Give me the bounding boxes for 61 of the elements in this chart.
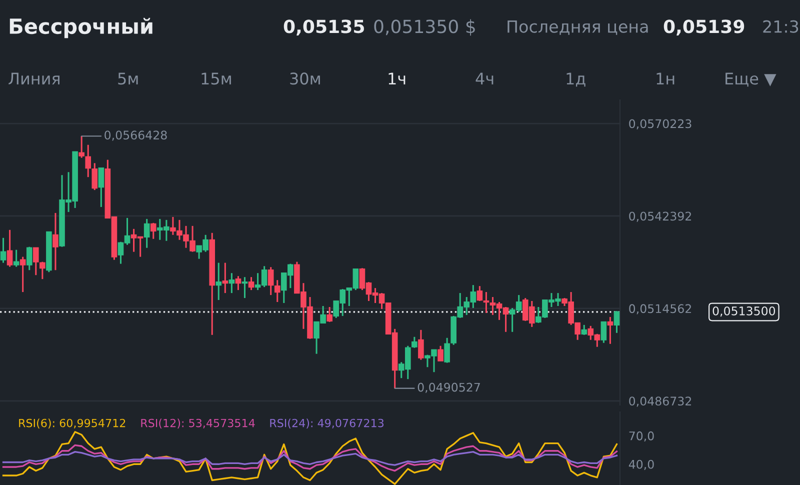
ref-line-label: 0,0513500 xyxy=(712,306,776,317)
candlestick xyxy=(92,162,98,191)
candlestick xyxy=(607,316,614,345)
text: 1ч xyxy=(388,72,406,84)
candlestick xyxy=(13,249,20,268)
candlestick xyxy=(326,306,332,323)
candlestick xyxy=(6,229,13,268)
candlestick xyxy=(614,310,620,334)
y-tick-label: 70,0 xyxy=(629,431,654,442)
annotation: 0,0490527 xyxy=(418,382,480,393)
text: 15м xyxy=(202,72,231,85)
candlestick xyxy=(412,336,418,349)
candlestick xyxy=(144,218,150,249)
candlestick xyxy=(26,246,32,271)
text: 1д xyxy=(566,72,586,87)
candlestick xyxy=(600,321,607,344)
candlestick xyxy=(52,212,58,271)
y-tick-label: 40,0 xyxy=(628,460,654,470)
text: 30м xyxy=(290,72,320,85)
candlestick xyxy=(483,291,490,314)
candlestick xyxy=(85,144,92,178)
text: 5м xyxy=(118,72,138,85)
line-series xyxy=(2,444,618,472)
line-series xyxy=(2,450,618,466)
chart-title: Бессрочный xyxy=(10,18,152,38)
candlestick xyxy=(235,275,242,291)
candlestick xyxy=(248,276,254,291)
candlestick xyxy=(438,345,444,362)
text: Последняя цена xyxy=(508,20,648,35)
text: 0,05139 xyxy=(664,20,744,36)
candlestick xyxy=(0,237,6,264)
text: Еще ▼ xyxy=(726,72,776,87)
y-tick-label: 0,0486732 xyxy=(629,396,691,407)
candlestick xyxy=(20,256,26,293)
candlestick xyxy=(216,262,222,301)
candlestick xyxy=(242,276,248,299)
candlestick xyxy=(150,222,156,240)
candlestick xyxy=(228,272,235,294)
y-tick-label: 0,0570223 xyxy=(629,119,692,130)
text: 0,051350 $ xyxy=(374,19,475,36)
text: 21:3 xyxy=(763,20,798,33)
text: 0,05135 xyxy=(284,20,364,36)
candlestick xyxy=(418,329,424,361)
line-series xyxy=(2,431,618,485)
text: Линия xyxy=(8,72,60,84)
candlestick xyxy=(222,262,228,294)
candlestick xyxy=(444,337,450,364)
candlestick xyxy=(274,279,280,303)
candlestick xyxy=(476,285,483,302)
y-tick-label: 0,0514562 xyxy=(629,304,691,314)
candlestick xyxy=(581,324,588,336)
candlestick xyxy=(78,135,84,159)
text: RSI(12): 53,4573514 xyxy=(141,418,255,429)
candlestick xyxy=(98,167,104,208)
y-tick-label: 0,0542392 xyxy=(629,212,691,222)
text: 1н xyxy=(656,72,674,84)
series-label: RSI(6): 60,9954712 xyxy=(19,418,126,429)
annotation: 0,0566428 xyxy=(104,130,167,141)
text: 4ч xyxy=(476,72,494,84)
text: RSI(24): 49,0767213 xyxy=(270,418,384,429)
candlestick xyxy=(268,266,274,296)
